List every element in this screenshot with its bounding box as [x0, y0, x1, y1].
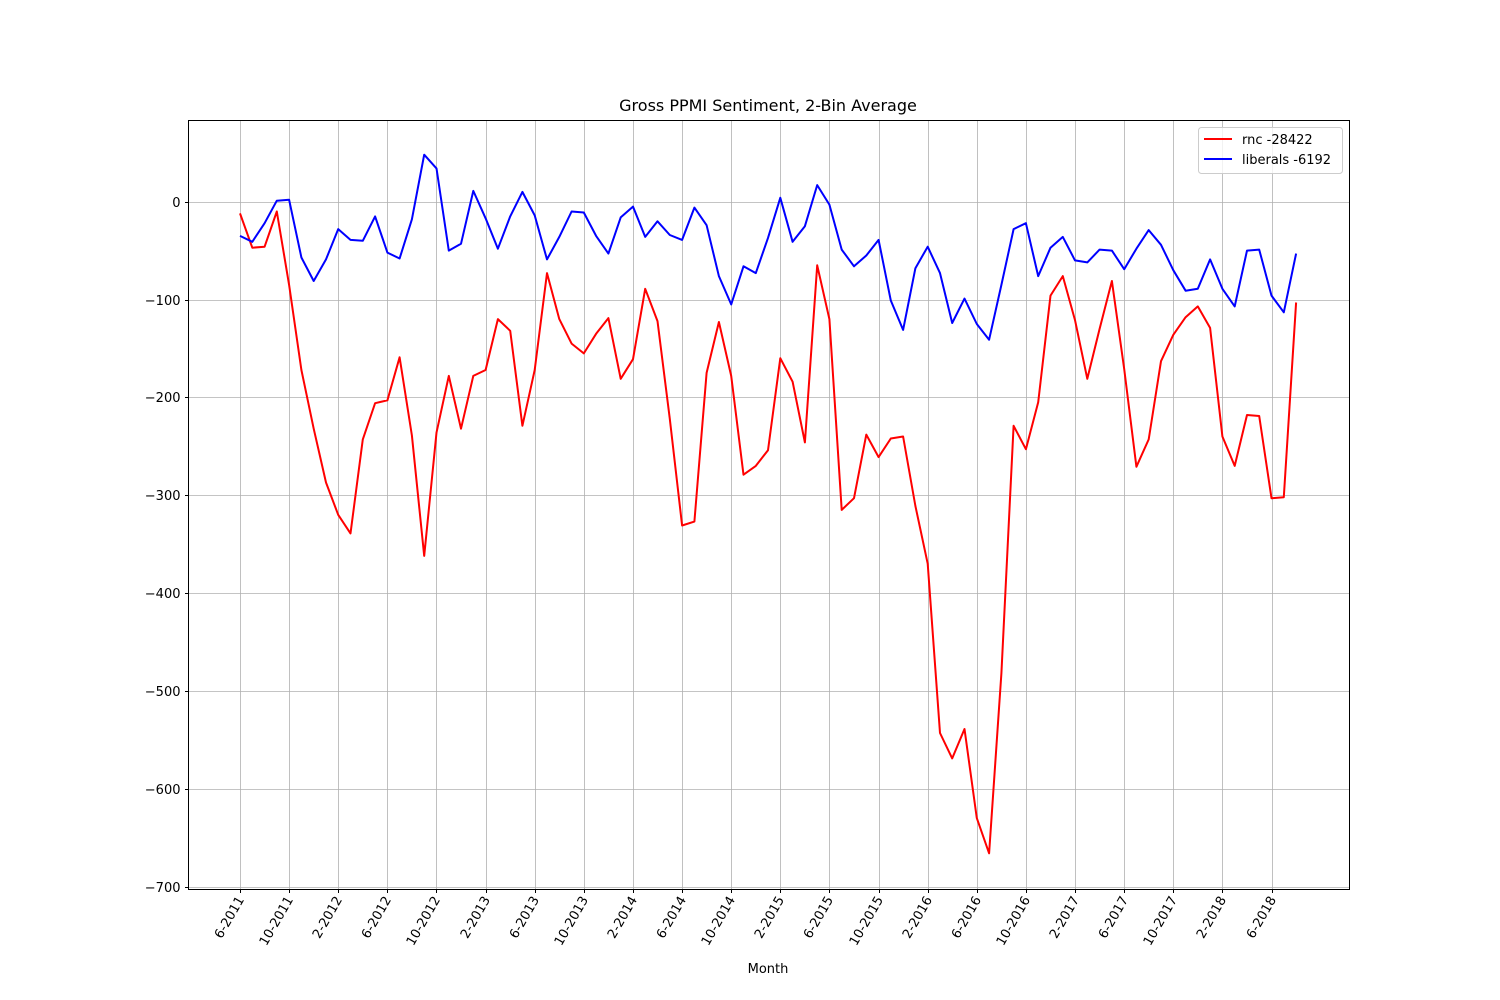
y-tick-label: −400	[145, 587, 181, 602]
plot-frame	[188, 120, 1350, 890]
legend: rnc -28422 liberals -6192	[1198, 127, 1343, 174]
y-tick-label: −300	[145, 489, 181, 504]
y-tick-label: −700	[145, 881, 181, 896]
series-line-rnc	[239, 210, 1298, 855]
legend-entry-rnc: rnc -28422	[1242, 133, 1313, 148]
y-tick-label: −200	[145, 391, 181, 406]
chart-title: Gross PPMI Sentiment, 2-Bin Average	[619, 96, 917, 115]
series-line-liberals	[239, 153, 1298, 341]
series-lines	[239, 153, 1298, 855]
y-tick-label: −100	[145, 294, 181, 309]
grid-lines	[188, 120, 1350, 890]
y-axis: 0 −100 −200 −300 −400 −500 −600 −700	[145, 196, 189, 896]
y-tick-label: 0	[172, 196, 180, 211]
x-axis-label: Month	[748, 962, 789, 977]
legend-box	[1198, 127, 1343, 174]
y-tick-label: −600	[145, 783, 181, 798]
y-tick-label: −500	[145, 685, 181, 700]
legend-entry-liberals: liberals -6192	[1242, 153, 1331, 168]
